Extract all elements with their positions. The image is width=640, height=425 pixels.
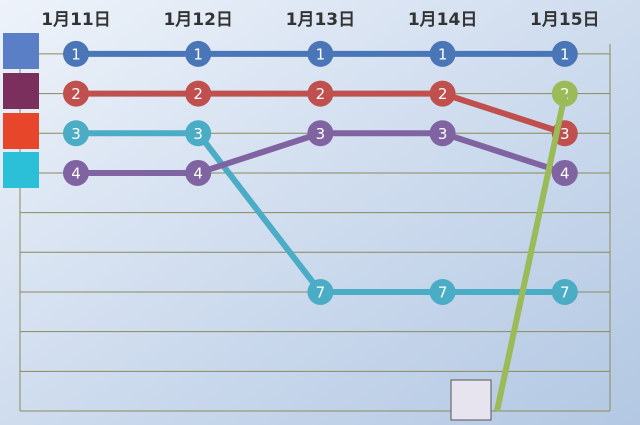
rank-label: 3 (316, 125, 326, 143)
rank-label: 2 (438, 85, 448, 103)
rank-label: 3 (560, 125, 570, 143)
x-tick-label: 1月13日 (286, 10, 356, 30)
x-tick-label: 1月14日 (408, 10, 478, 30)
rank-marker (429, 40, 456, 67)
rank-marker (63, 120, 89, 147)
rank-marker (63, 159, 89, 186)
x-tick-label: 1月12日 (163, 10, 233, 30)
rank-label: 4 (560, 164, 570, 182)
rank-marker (307, 40, 334, 67)
rank-marker (551, 80, 578, 107)
x-tick-label: 1月15日 (530, 10, 600, 30)
rank-label: 2 (193, 85, 203, 103)
rank-label: 1 (316, 45, 326, 63)
rank-marker (185, 120, 212, 147)
rank-label: 3 (438, 125, 448, 143)
rank-marker (185, 159, 212, 186)
app-icon (3, 73, 39, 109)
app-icons (3, 33, 492, 421)
rank-marker (551, 159, 578, 186)
x-tick-label: 1月11日 (41, 10, 111, 30)
rank-marker (63, 80, 89, 107)
app-icon (3, 33, 39, 69)
rank-label: 1 (438, 45, 448, 63)
rank-marker (429, 120, 456, 147)
rank-marker (551, 40, 578, 67)
rank-label: 4 (193, 164, 203, 182)
rank-marker (63, 40, 89, 67)
rank-marker (551, 278, 578, 305)
rank-label: 1 (71, 45, 81, 63)
rank-label: 7 (316, 283, 326, 301)
rank-label: 3 (71, 125, 81, 143)
rank-label: 1 (193, 45, 203, 63)
app-icon (3, 152, 39, 188)
rank-marker (307, 80, 334, 107)
rank-marker (307, 120, 334, 147)
rank-label: 1 (560, 45, 570, 63)
rank-marker (185, 40, 212, 67)
marks: 111112222333777443342 (63, 40, 578, 305)
rank-marker (185, 80, 212, 107)
rank-marker (429, 80, 456, 107)
rank-marker (307, 278, 334, 305)
rank-marker (429, 278, 456, 305)
entry-line (494, 93, 568, 412)
rank-label: 7 (438, 283, 448, 301)
app-icon (450, 379, 492, 421)
rank-label: 7 (560, 283, 570, 301)
rank-label: 3 (193, 125, 203, 143)
app-icon (3, 113, 39, 149)
rank-label: 4 (71, 164, 81, 182)
rank-label: 2 (71, 85, 81, 103)
rank-label: 2 (316, 85, 326, 103)
